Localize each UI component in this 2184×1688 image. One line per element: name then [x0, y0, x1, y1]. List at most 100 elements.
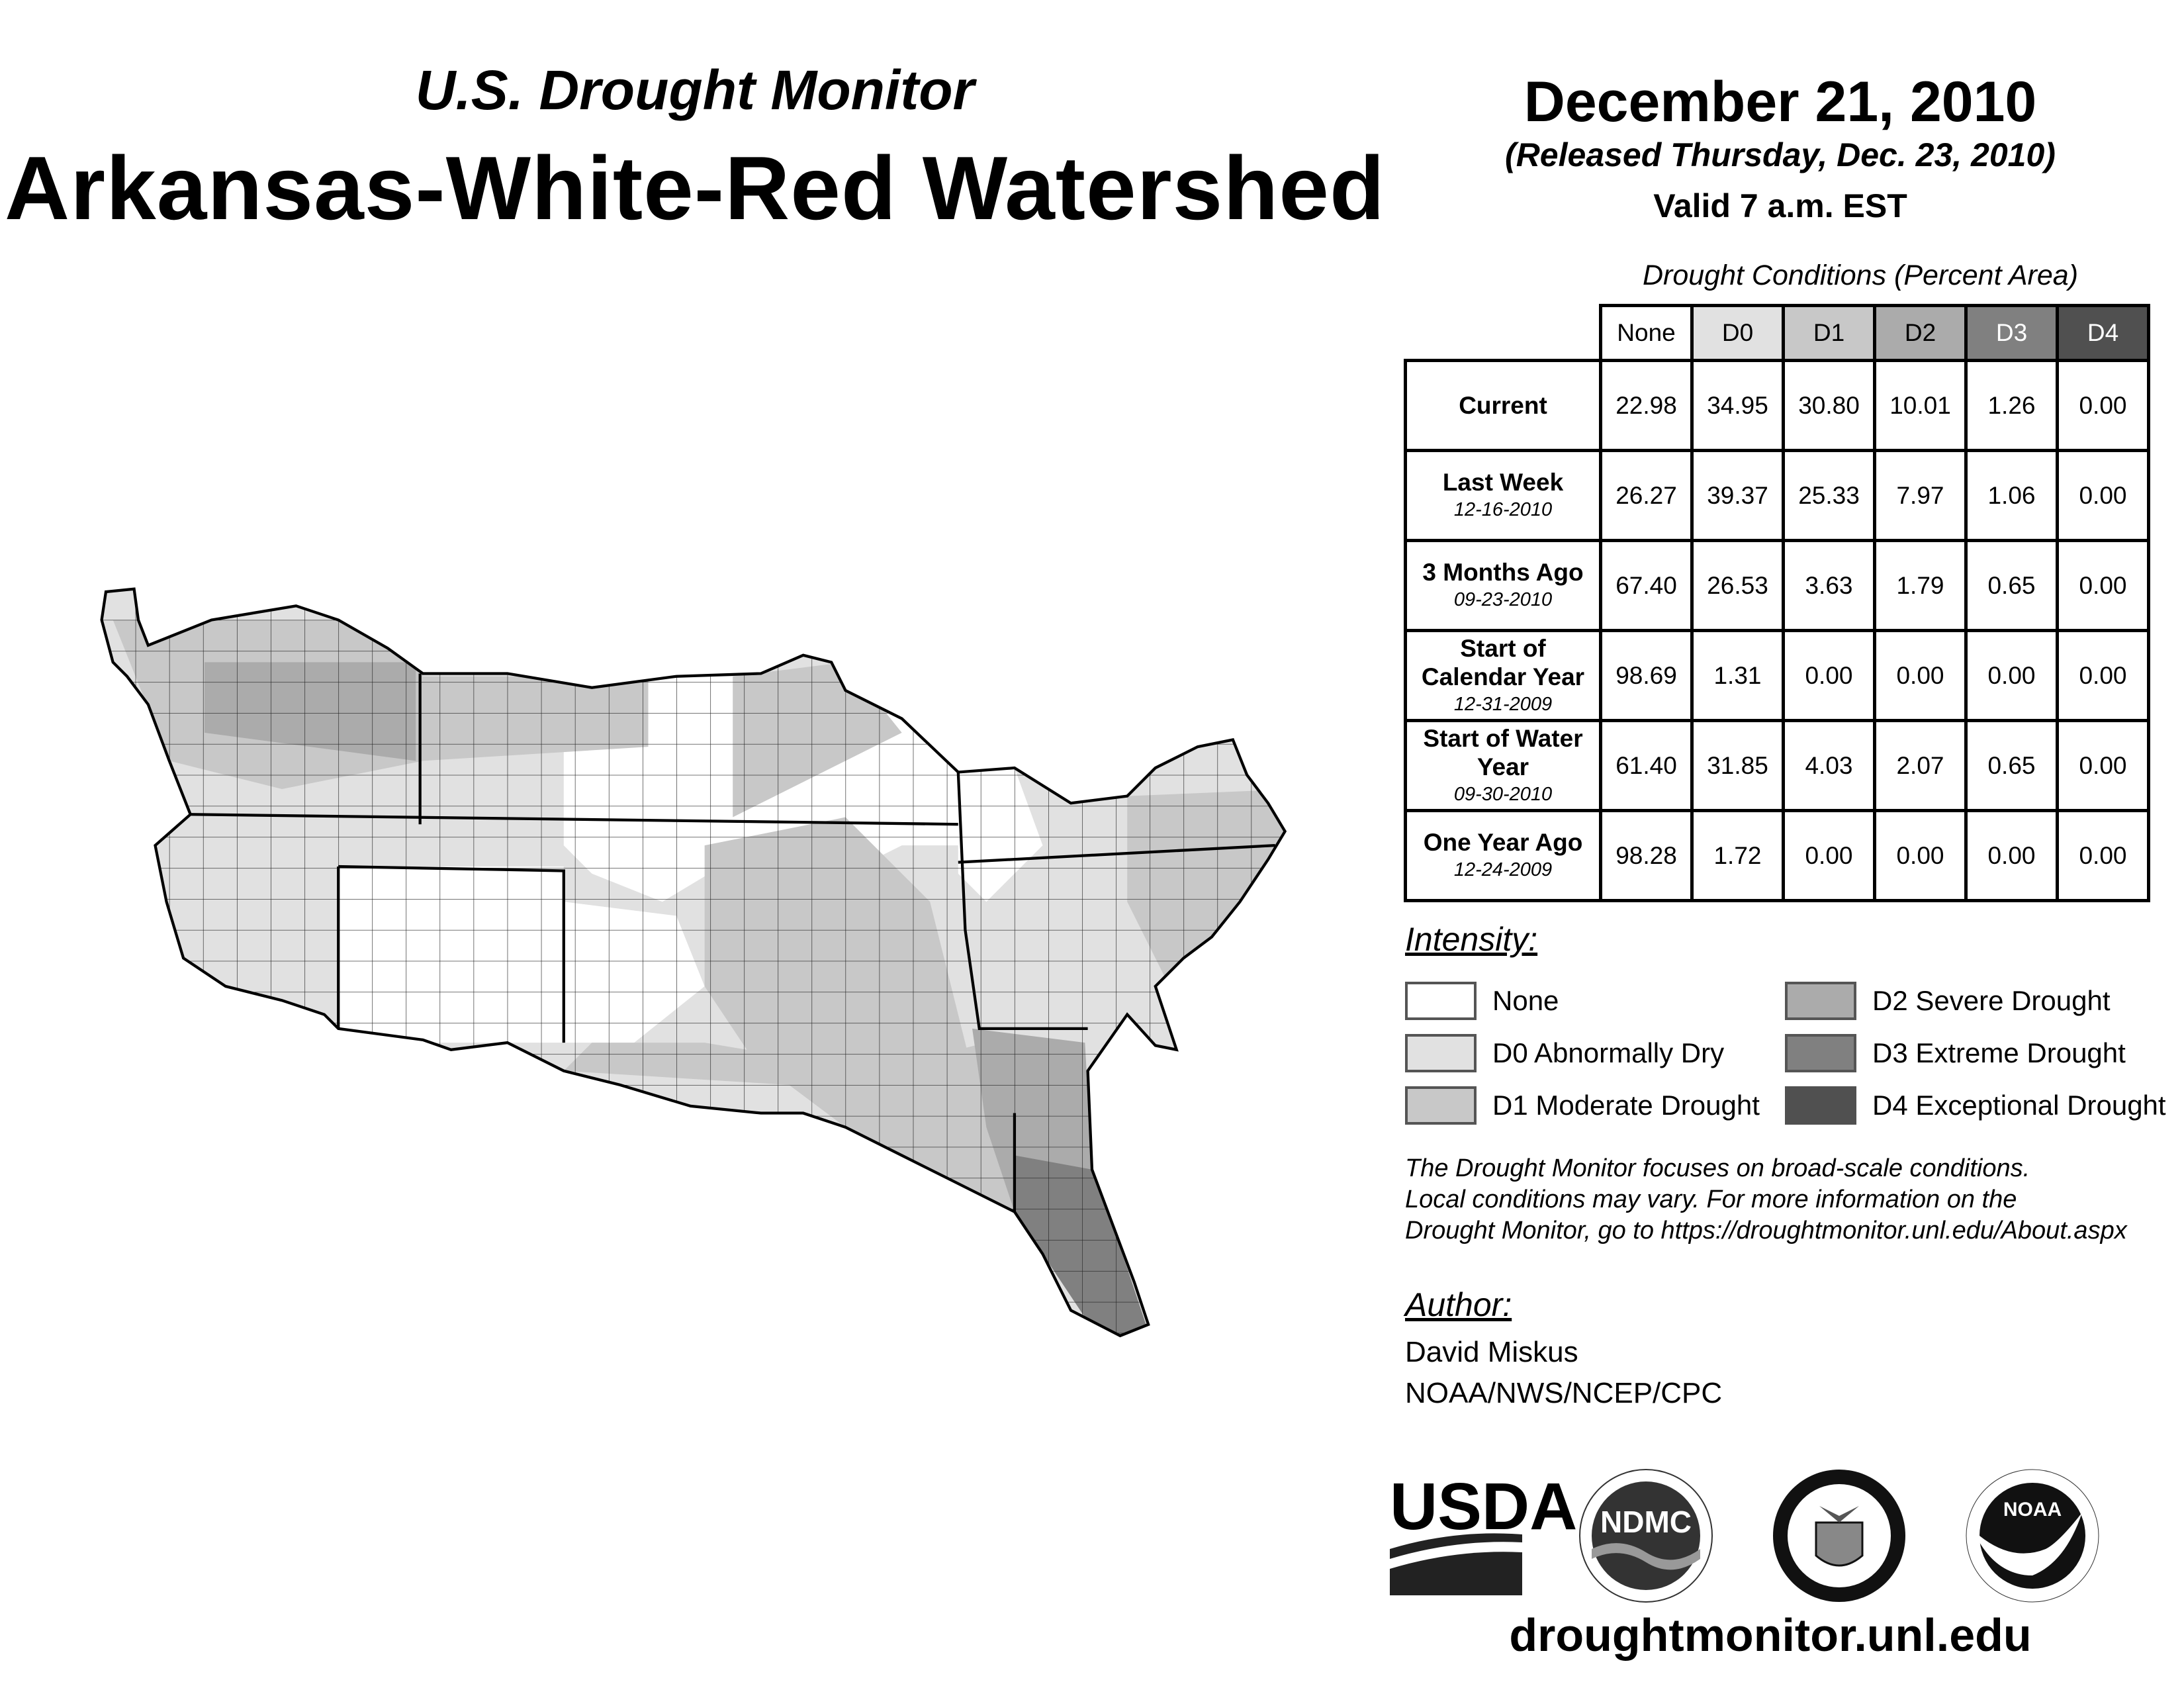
legend-label: D2 Severe Drought [1872, 985, 2111, 1016]
column-header-d1: D1 [1782, 304, 1876, 362]
header-blank [1405, 305, 1602, 362]
map-subtitle: U.S. Drought Monitor [415, 59, 975, 121]
value-cell-d1: 3.63 [1782, 539, 1876, 632]
row-label-cell: Current [1404, 359, 1602, 452]
value-cell-d0: 34.95 [1690, 359, 1785, 452]
row-date: 09-30-2010 [1453, 783, 1553, 805]
value-cell-d0: 39.37 [1690, 449, 1785, 542]
author-org: NOAA/NWS/NCEP/CPC [1405, 1377, 1723, 1409]
value-cell-d3: 0.00 [1964, 629, 2059, 722]
legend-item-d1: D1 Moderate Drought [1405, 1086, 1760, 1125]
row-label-cell: Last Week 12-16-2010 [1404, 449, 1602, 542]
row-label: Start of Water Year [1423, 724, 1583, 780]
row-label-cell: 3 Months Ago 09-23-2010 [1404, 539, 1602, 632]
legend-heading: Intensity: [1405, 921, 1538, 958]
value-cell-d3: 0.00 [1964, 809, 2059, 902]
disclaimer-line: The Drought Monitor focuses on broad-sca… [1405, 1154, 2030, 1182]
legend-swatch [1785, 1034, 1856, 1072]
valid-time: Valid 7 a.m. EST [1653, 187, 1907, 224]
value-cell-d2: 2.07 [1873, 719, 1968, 812]
usda-logo: USDA [1390, 1470, 1577, 1595]
row-date: 12-31-2009 [1453, 693, 1553, 715]
row-label: Last Week [1442, 469, 1564, 496]
row-date: 12-16-2010 [1453, 499, 1553, 520]
value-cell-none: 22.98 [1599, 359, 1694, 452]
map-date: December 21, 2010 [1524, 70, 2037, 134]
noaa-logo: NOAA [1966, 1469, 2099, 1603]
legend-item-d0: D0 Abnormally Dry [1405, 1034, 1724, 1072]
value-cell-none: 26.27 [1599, 449, 1694, 542]
legend-label: None [1492, 985, 1559, 1016]
table-header-row: None D0 D1 D2 D3 D4 [1405, 304, 2150, 362]
value-cell-d0: 1.31 [1690, 629, 1785, 722]
value-cell-d4: 0.00 [2056, 539, 2150, 632]
value-cell-d1: 0.00 [1782, 629, 1876, 722]
value-cell-d2: 7.97 [1873, 449, 1968, 542]
disclaimer: The Drought Monitor focuses on broad-sca… [1405, 1153, 2127, 1246]
value-cell-none: 61.40 [1599, 719, 1694, 812]
table-row: Start of Calendar Year 12-31-2009 98.69 1.3… [1404, 629, 2150, 722]
value-cell-d2: 1.79 [1873, 539, 1968, 632]
disclaimer-line: Drought Monitor, go to https://droughtmo… [1405, 1217, 2127, 1244]
value-cell-d3: 1.06 [1964, 449, 2059, 542]
value-cell-none: 98.28 [1599, 809, 1694, 902]
legend-item-d3: D3 Extreme Drought [1785, 1034, 2126, 1072]
state-boundaries [190, 673, 1275, 1212]
value-cell-d3: 1.26 [1964, 359, 2059, 452]
svg-text:NDMC: NDMC [1600, 1505, 1692, 1539]
author-name: David Miskus [1405, 1336, 1578, 1368]
value-cell-none: 67.40 [1599, 539, 1694, 632]
table-row: Start of Water Year 09-30-2010 61.40 31.85 4… [1404, 719, 2150, 812]
row-label-cell: Start of Calendar Year 12-31-2009 [1404, 629, 1602, 722]
map-title: Arkansas-White-Red Watershed [4, 138, 1386, 238]
table-caption: Drought Conditions (Percent Area) [1642, 259, 2079, 291]
legend-label: D3 Extreme Drought [1872, 1037, 2126, 1068]
row-date: 12-24-2009 [1453, 859, 1553, 880]
legend-label: D4 Exceptional Drought [1872, 1090, 2166, 1121]
value-cell-d4: 0.00 [2056, 809, 2150, 902]
value-cell-d1: 25.33 [1782, 449, 1876, 542]
author-heading: Author: [1405, 1286, 1512, 1323]
legend-swatch [1405, 982, 1477, 1020]
value-cell-none: 98.69 [1599, 629, 1694, 722]
column-header-d3: D3 [1964, 304, 2059, 362]
row-label-cell: Start of Water Year 09-30-2010 [1404, 719, 1602, 812]
value-cell-d4: 0.00 [2056, 719, 2150, 812]
svg-text:USDA: USDA [1390, 1470, 1577, 1544]
county-lines [101, 588, 1285, 1336]
legend-swatch [1405, 1034, 1477, 1072]
column-header-none: None [1599, 304, 1694, 362]
row-label: One Year Ago [1423, 829, 1583, 856]
row-label: 3 Months Ago [1422, 559, 1584, 586]
legend-item-d2: D2 Severe Drought [1785, 982, 2111, 1020]
drought-conditions-table: None D0 D1 D2 D3 D4 Current 22.98 34.95 30.80 10.0… [1404, 304, 2150, 902]
value-cell-d2: 10.01 [1873, 359, 1968, 452]
row-date: 09-23-2010 [1453, 589, 1553, 610]
table-row: Current 22.98 34.95 30.80 10.01 1.26 0.00 [1404, 359, 2150, 452]
value-cell-d1: 4.03 [1782, 719, 1876, 812]
value-cell-d3: 0.65 [1964, 539, 2059, 632]
row-label-cell: One Year Ago 12-24-2009 [1404, 809, 1602, 902]
column-header-d0: D0 [1690, 304, 1785, 362]
column-header-d4: D4 [2056, 304, 2150, 362]
svg-text:NOAA: NOAA [2003, 1499, 2062, 1521]
value-cell-d2: 0.00 [1873, 629, 1968, 722]
legend-swatch [1785, 1086, 1856, 1125]
value-cell-d0: 26.53 [1690, 539, 1785, 632]
value-cell-d4: 0.00 [2056, 359, 2150, 452]
agency-logos: USDA NDMC NOAA [1390, 1469, 2099, 1603]
legend-label: D1 Moderate Drought [1492, 1090, 1760, 1121]
column-header-d2: D2 [1873, 304, 1968, 362]
disclaimer-line: Local conditions may vary. For more info… [1405, 1186, 2017, 1213]
legend-label: D0 Abnormally Dry [1492, 1037, 1725, 1068]
table-row: Last Week 12-16-2010 26.27 39.37 25.33 7.97 1.… [1404, 449, 2150, 542]
table-row: 3 Months Ago 09-23-2010 67.40 26.53 3.63 1.79… [1404, 539, 2150, 632]
value-cell-d4: 0.00 [2056, 629, 2150, 722]
footer-url[interactable]: droughtmonitor.unl.edu [1509, 1609, 2032, 1661]
row-label: Current [1459, 392, 1547, 419]
legend-swatch [1785, 982, 1856, 1020]
legend-swatch [1405, 1086, 1477, 1125]
commerce-logo [1773, 1470, 1905, 1602]
value-cell-d0: 31.85 [1690, 719, 1785, 812]
value-cell-d1: 0.00 [1782, 809, 1876, 902]
